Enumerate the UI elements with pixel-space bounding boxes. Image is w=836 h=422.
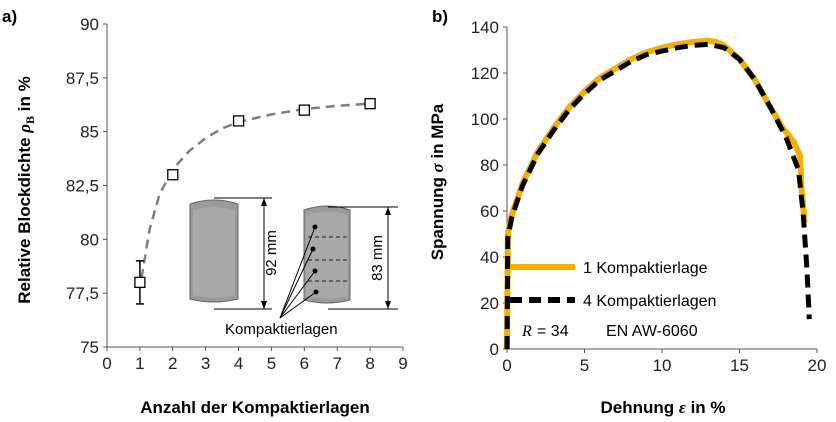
chart-b-x-title-pre: Dehnung bbox=[600, 398, 678, 417]
chart-a-y-tick-label: 75 bbox=[80, 338, 99, 357]
chart-a-point bbox=[364, 98, 376, 110]
chart-b-x-ticks: 0 5 10 15 20 bbox=[502, 349, 826, 375]
chart-b-y-tick-label: 20 bbox=[480, 294, 499, 313]
chart-b-legend: 1 Kompaktierlage 4 Kompaktierlagen R = 3… bbox=[510, 260, 716, 340]
chart-a-y-tick-label: 82,5 bbox=[66, 177, 99, 196]
chart-b-x-title-post: in % bbox=[686, 398, 726, 417]
chart-a-x-tick-label: 5 bbox=[267, 354, 276, 373]
chart-b-x-tick-label: 10 bbox=[653, 356, 672, 375]
svg-text:Relative Blockdichte ρB in %: Relative Blockdichte ρB in % bbox=[15, 76, 37, 303]
chart-b-y-tick-label: 140 bbox=[471, 18, 499, 37]
chart-a-x-tick-label: 2 bbox=[168, 354, 177, 373]
r-value: = 34 bbox=[537, 323, 569, 340]
chart-a-x-ticks: 0 1 2 3 4 5 6 7 8 9 bbox=[102, 347, 408, 373]
chart-a-y-tick-label: 85 bbox=[80, 123, 99, 142]
chart-b-x-axis-title: Dehnung ε in % bbox=[600, 398, 725, 417]
chart-b-series-line-2 bbox=[504, 41, 812, 350]
r-label: R bbox=[521, 323, 532, 340]
material-label: EN AW-6060 bbox=[606, 323, 698, 340]
layer-pointers bbox=[279, 224, 319, 319]
chart-b-y-tick-label: 0 bbox=[490, 340, 499, 359]
chart-a-x-tick-label: 6 bbox=[300, 354, 309, 373]
chart-b-x-tick-label: 20 bbox=[808, 356, 827, 375]
svg-text:Spannung σ in MPa: Spannung σ in MPa bbox=[428, 103, 447, 260]
chart-a-y-axis-sub: B bbox=[23, 116, 37, 124]
chart-b-series bbox=[504, 37, 812, 350]
chart-a-points bbox=[134, 98, 376, 305]
chart-a: 0 1 2 3 4 5 6 7 8 9 75 77,5 80 82,5 85 87,5 90 92 mm bbox=[15, 15, 408, 417]
chart-a-y-tick-label: 80 bbox=[80, 230, 99, 249]
chart-a-y-tick-label: 90 bbox=[80, 15, 99, 34]
chart-b-x-epsilon: ε bbox=[679, 398, 686, 417]
legend-label-2: 4 Kompaktierlagen bbox=[583, 293, 716, 310]
chart-a-x-axis-title: Anzahl der Kompaktierlagen bbox=[140, 398, 370, 417]
chart-a-x-tick-label: 8 bbox=[365, 354, 374, 373]
chart-b-y-sigma: σ bbox=[428, 162, 447, 172]
chart-b-y-title-post: in MPa bbox=[428, 103, 447, 163]
chart-b-x-tick-label: 5 bbox=[580, 356, 589, 375]
chart-b-y-tick-label: 120 bbox=[471, 64, 499, 83]
chart-b-y-tick-label: 100 bbox=[471, 110, 499, 129]
chart-a-y-tick-label: 87,5 bbox=[66, 69, 99, 88]
chart-a-trend-line bbox=[140, 102, 371, 279]
chart-a-x-tick-label: 1 bbox=[135, 354, 144, 373]
chart-a-x-tick-label: 0 bbox=[102, 354, 111, 373]
chart-b-y-tick-label: 80 bbox=[480, 156, 499, 175]
dimension-92mm-label: 92 mm bbox=[263, 230, 280, 276]
layers-caption: Kompaktierlagen bbox=[225, 321, 338, 338]
chart-a-x-tick-label: 4 bbox=[234, 354, 243, 373]
panel-a-label: a) bbox=[2, 7, 17, 26]
chart-a-point bbox=[298, 104, 310, 116]
legend-label-1: 1 Kompaktierlage bbox=[583, 260, 708, 277]
chart-a-y-axis-rho: ρ bbox=[15, 124, 34, 134]
block-photo-single-layer bbox=[189, 199, 239, 303]
dimension-92mm: 92 mm bbox=[214, 197, 280, 310]
chart-a-axes bbox=[106, 24, 403, 348]
chart-a-x-tick-label: 9 bbox=[398, 354, 407, 373]
block-photo-four-layers bbox=[303, 205, 351, 304]
chart-b-x-tick-label: 15 bbox=[730, 356, 749, 375]
chart-a-point bbox=[232, 115, 245, 127]
chart-b-y-title-pre: Spannung bbox=[428, 172, 447, 260]
chart-a-y-axis-title-pre: Relative Blockdichte bbox=[15, 133, 34, 304]
chart-b-y-tick-label: 60 bbox=[480, 202, 499, 221]
chart-a-y-tick-label: 77,5 bbox=[66, 284, 99, 303]
chart-a-x-tick-label: 3 bbox=[201, 354, 210, 373]
panel-b-label: b) bbox=[432, 7, 448, 26]
chart-a-y-axis-title-post: in % bbox=[15, 76, 34, 116]
chart-b: 0 5 10 15 20 0 20 40 60 80 100 120 140 1 Kompaktier… bbox=[428, 18, 826, 417]
chart-a-point bbox=[134, 276, 146, 289]
chart-b-y-axis-title: Spannung σ in MPa bbox=[428, 103, 447, 260]
chart-a-point bbox=[167, 169, 179, 181]
chart-b-x-tick-label: 0 bbox=[502, 356, 511, 375]
chart-a-x-tick-label: 7 bbox=[332, 354, 341, 373]
dimension-83mm: 83 mm bbox=[328, 206, 398, 310]
chart-a-trend-path bbox=[140, 102, 371, 279]
chart-a-y-axis-title: Relative Blockdichte ρB in % bbox=[15, 76, 37, 303]
chart-b-y-tick-label: 40 bbox=[480, 248, 499, 267]
chart-b-y-ticks: 0 20 40 60 80 100 120 140 bbox=[471, 18, 507, 359]
dimension-83mm-label: 83 mm bbox=[369, 235, 386, 281]
chart-a-y-ticks: 75 77,5 80 82,5 85 87,5 90 bbox=[66, 15, 107, 357]
